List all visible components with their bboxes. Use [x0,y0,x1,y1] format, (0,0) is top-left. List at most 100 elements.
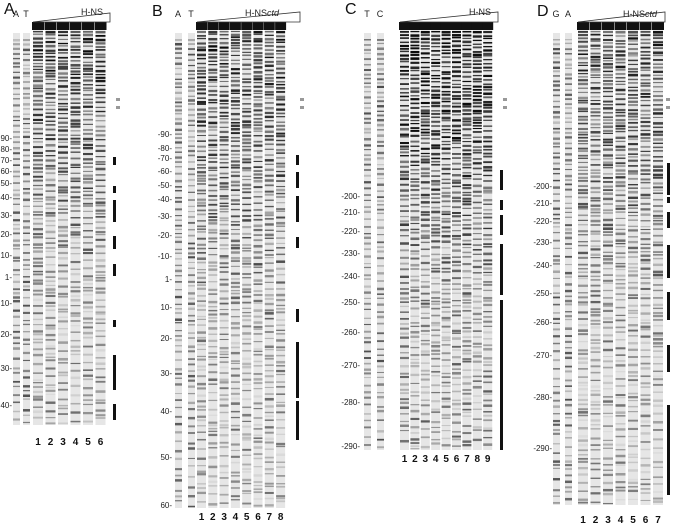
gel-band [452,102,461,105]
gel-band [264,456,274,459]
gel-band [590,248,601,251]
gel-band [483,238,493,241]
gel-band [628,94,638,96]
gel-band [208,493,218,495]
gel-band [197,192,206,195]
gel-band [640,181,651,184]
gel-band [483,74,493,78]
gel-band [603,396,613,398]
gel-band [276,192,286,195]
gel-band [653,95,663,97]
gel-band [431,411,441,414]
gel-band [242,93,252,96]
gel-band [13,418,20,421]
gel-band [219,278,229,281]
gel-band [83,76,93,78]
gel-band [276,247,286,249]
gel-band [472,109,482,113]
gel-band [640,386,651,388]
gel-band [276,385,286,388]
gel-band [264,473,274,475]
gel-band [58,219,68,221]
gel-band [33,250,43,253]
ladder-label: -240- [341,272,360,281]
gel-band [208,306,218,308]
gel-band [33,132,43,135]
gel-band [578,388,588,391]
gel-band [95,110,106,113]
hypersensitive-mark [116,106,120,109]
gel-band [219,302,229,305]
gel-band [23,81,30,83]
gel-band [276,121,286,123]
gel-band [615,404,626,407]
gel-band [431,234,441,237]
gel-band [410,289,420,292]
gel-band [208,503,218,506]
gel-band [197,177,206,180]
gel-band [253,325,263,329]
gel-band [58,225,68,229]
gel-band [364,112,371,115]
gel-band [264,242,274,246]
gel-band [640,499,651,501]
gel-band [431,426,441,429]
gel-band [276,188,286,192]
gel-band [23,48,30,52]
gel-band [565,480,572,484]
gel-band [175,392,182,395]
gel-band [400,242,409,245]
gel-band [483,140,493,143]
gel-band [472,402,482,404]
gel-band [253,466,263,468]
gel-band [452,413,461,416]
gel-band [58,388,68,391]
gel-band [653,234,663,237]
gel-band [230,341,240,345]
gel-band [253,75,263,78]
gel-band [400,105,409,107]
gel-band [628,59,638,62]
gel-band [58,264,68,267]
gel-band [472,212,482,214]
gel-band [640,297,651,300]
gel-band [640,69,651,71]
gel-band [483,186,493,190]
gel-well [229,22,241,30]
gel-band [208,300,218,304]
gel-band [472,74,482,77]
gel-band [70,97,81,101]
gel-band [219,290,229,293]
gel-band [603,122,613,125]
gel-band [219,441,229,444]
gel-band [578,296,588,299]
gel-band [58,208,68,210]
gel-band [242,148,252,152]
gel-band [188,442,195,445]
gel-band [420,93,430,95]
gel-band [603,82,613,86]
gel-band [70,180,81,183]
gel-band [553,262,560,265]
gel-band [653,452,663,454]
gel-band [253,378,263,381]
ladder-label: -280- [533,393,552,402]
gel-well [471,22,483,30]
gel-band [23,414,30,416]
gel-band [462,369,472,371]
protection-bar [113,186,116,193]
gel-band [70,147,81,149]
protein-name: H-NS [469,7,491,17]
gel-band [441,331,451,333]
gel-band [410,361,420,365]
gel-band [628,440,638,442]
gel-band [565,275,572,278]
gel-band [13,119,20,122]
gel-band [264,190,274,193]
gel-band [230,118,240,121]
gel-band [462,31,472,33]
gel-band [83,143,93,146]
gel-band [13,385,20,388]
gel-band [253,81,263,84]
gel-band [615,347,626,350]
